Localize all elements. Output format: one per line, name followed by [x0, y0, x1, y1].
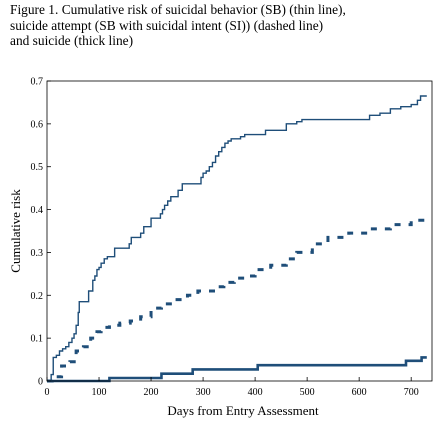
y-tick-label: 0.5 [31, 162, 44, 173]
caption-line: Figure 1. Cumulative risk of suicidal be… [10, 2, 346, 17]
y-tick-label: 0.7 [31, 77, 44, 88]
caption-line: and suicide (thick line) [10, 33, 134, 48]
x-tick-label: 700 [404, 387, 419, 398]
x-tick-label: 0 [45, 387, 50, 398]
y-axis-ticks: 0 0.1 0.2 0.3 0.4 0.5 0.6 0.7 [31, 77, 51, 388]
x-tick-label: 300 [196, 387, 211, 398]
x-tick-label: 400 [248, 387, 263, 398]
series-line-suicide-attempt [47, 218, 427, 383]
series-layer [47, 95, 427, 383]
y-tick-label: 0.3 [31, 248, 44, 259]
y-tick-label: 0.1 [31, 334, 44, 345]
y-tick-label: 0.4 [31, 205, 44, 216]
figure-caption: Figure 1. Cumulative risk of suicidal be… [10, 2, 440, 49]
x-tick-label: 600 [352, 387, 367, 398]
x-axis-ticks: 0 100 200 300 400 500 600 700 [45, 377, 419, 398]
y-tick-label: 0.2 [31, 291, 44, 302]
plot-frame [46, 80, 433, 382]
y-axis-label: Cumulative risk [8, 189, 23, 273]
y-tick-label: 0 [38, 377, 43, 388]
series-line-suicidal-behavior [47, 95, 427, 382]
x-tick-label: 500 [300, 387, 315, 398]
series-line-suicide [47, 356, 427, 383]
y-tick-label: 0.6 [31, 119, 44, 130]
x-tick-label: 200 [144, 387, 159, 398]
caption-line: suicide attempt (SB with suicidal intent… [10, 17, 324, 33]
x-axis-label: Days from Entry Assessment [167, 403, 319, 418]
x-tick-label: 100 [92, 387, 107, 398]
